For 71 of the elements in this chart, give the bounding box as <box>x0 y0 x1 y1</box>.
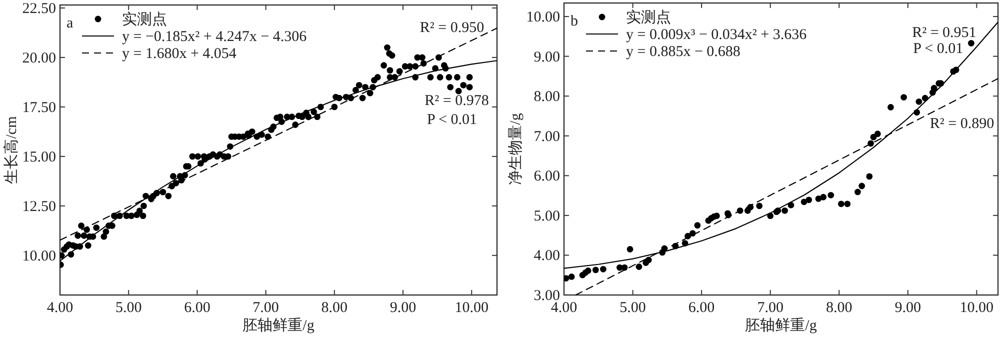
x-tick-label: 8.00 <box>321 300 348 316</box>
y-tick-label: 10.00 <box>22 248 56 264</box>
point <box>626 246 634 252</box>
point <box>888 104 894 110</box>
point <box>820 194 826 200</box>
point <box>930 84 938 92</box>
annotation: b <box>570 14 578 30</box>
y-tick-label: 8.00 <box>534 89 560 106</box>
y-tick-label: 10.00 <box>526 10 560 26</box>
y-axis-title: 生长高/cm <box>3 116 20 184</box>
y-tick-label: 7.00 <box>534 128 560 145</box>
x-tick-label: 9.00 <box>390 300 416 316</box>
legend-label: y = 0.009x³ − 0.034x² + 3.636 <box>626 27 808 43</box>
legend-label: y = 1.680x + 4.054 <box>122 46 237 62</box>
annotation: R² = 0.951 <box>912 24 976 41</box>
point <box>600 266 606 272</box>
x-axis-title: 胚轴鲜重/g <box>242 317 315 334</box>
point <box>564 275 570 282</box>
x-tick-label: 4.00 <box>550 300 578 316</box>
point <box>806 196 812 204</box>
x-tick-label: 6.00 <box>184 300 210 316</box>
x-tick-label: 10.00 <box>454 300 488 316</box>
x-tick-label: 5.00 <box>115 300 142 316</box>
point <box>854 188 861 196</box>
annotation: R² = 0.950 <box>420 20 484 36</box>
point <box>858 182 866 190</box>
point <box>916 98 922 105</box>
point <box>592 266 599 274</box>
x-tick-label: 6.00 <box>688 300 715 316</box>
x-tick-label: 4.00 <box>46 300 74 316</box>
point <box>694 222 701 229</box>
x-tick-label: 9.00 <box>894 300 922 316</box>
x-tick-label: 10.00 <box>960 300 994 316</box>
x-tick-label: 8.00 <box>826 300 852 316</box>
y-tick-label: 4.00 <box>534 248 560 264</box>
y-tick-label: 5.00 <box>534 208 560 224</box>
point <box>636 264 642 270</box>
point <box>844 200 851 208</box>
legend-label: 实测点 <box>122 11 167 28</box>
point <box>838 200 844 208</box>
annotation: R² = 0.890 <box>930 116 994 132</box>
legend-label: y = 0.885x − 0.688 <box>626 44 740 60</box>
annotation: P < 0.01 <box>913 40 964 57</box>
annotation: a <box>66 15 74 32</box>
point <box>866 173 873 180</box>
y-tick-label: 6.00 <box>534 168 560 185</box>
y-tick-label: 20.00 <box>22 50 56 66</box>
annotation: R² = 0.978 <box>424 93 489 110</box>
y-tick-label: 22.50 <box>22 0 56 17</box>
point <box>645 256 652 264</box>
point <box>968 40 974 46</box>
y-tick-label: 15.00 <box>22 149 56 166</box>
y-tick-label: 9.00 <box>534 49 560 66</box>
annotation: P < 0.01 <box>426 112 477 128</box>
point <box>584 268 592 274</box>
point <box>828 192 834 198</box>
point <box>756 202 763 210</box>
x-tick-label: 7.00 <box>757 300 784 316</box>
point <box>900 94 907 100</box>
y-tick-label: 12.50 <box>22 198 56 215</box>
legend-label: y = −0.185x² + 4.247x − 4.306 <box>122 29 308 45</box>
x-tick-label: 7.00 <box>252 300 279 316</box>
point <box>568 274 575 280</box>
y-axis-title: 净生物量/g <box>507 112 524 185</box>
legend-label: 实测点 <box>626 9 671 26</box>
y-tick-label: 17.50 <box>22 100 56 116</box>
point <box>621 264 628 271</box>
point <box>874 130 881 138</box>
point <box>782 207 788 214</box>
x-tick-label: 5.00 <box>620 300 646 316</box>
x-axis-title: 胚轴鲜重/g <box>745 317 818 334</box>
